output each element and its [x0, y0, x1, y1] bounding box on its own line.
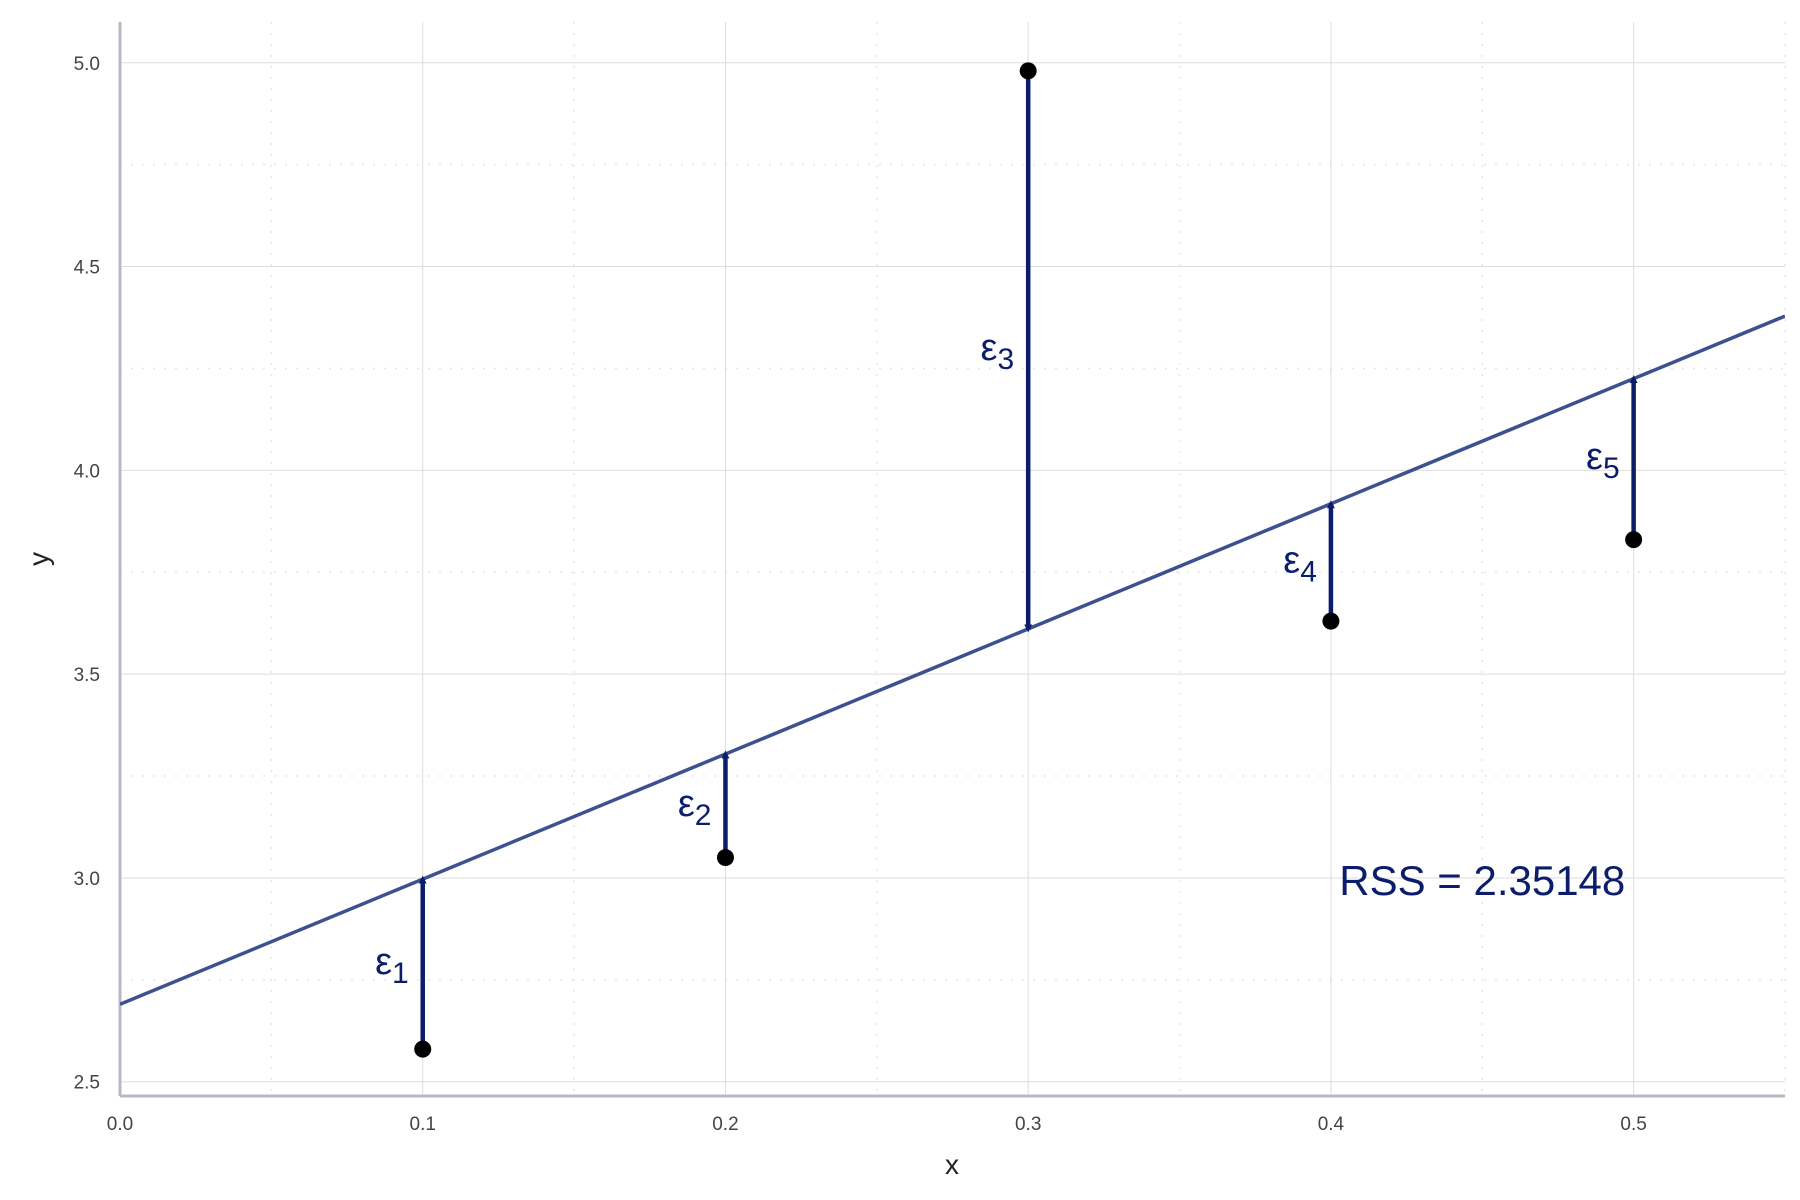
- data-point: [1019, 62, 1037, 80]
- y-tick-label: 3.5: [74, 665, 100, 686]
- residual-label-subscript: 5: [1603, 452, 1620, 485]
- x-tick-label: 0.2: [712, 1114, 738, 1135]
- data-points: [414, 62, 1643, 1058]
- residual-label-subscript: 1: [392, 957, 409, 990]
- residual-labels: ε1 ε2 ε3 ε4 ε5: [375, 327, 1620, 990]
- data-point: [716, 849, 734, 867]
- residual-label: ε5: [1586, 436, 1620, 485]
- x-axis-title: x: [945, 1149, 959, 1180]
- x-tick-label: 0.4: [1318, 1114, 1345, 1135]
- regression-line: [120, 314, 1785, 1006]
- residual-label-subscript: 2: [695, 799, 712, 832]
- rss-annotation: RSS = 2.35148: [1339, 857, 1625, 904]
- data-point: [414, 1040, 432, 1058]
- data-point: [1625, 531, 1643, 549]
- residual-label: ε4: [1283, 539, 1317, 588]
- residual-label-subscript: 3: [997, 343, 1014, 376]
- tick-labels: 0.0 0.1 0.2 0.3 0.4 0.5 2.5 3.0 3.5 4.0 4.5 5.0: [74, 54, 1647, 1135]
- x-tick-label: 0.1: [410, 1114, 436, 1135]
- data-point: [1322, 612, 1340, 630]
- residual-arrows: [418, 70, 1638, 1050]
- axes: [118, 22, 1785, 1098]
- x-tick-label: 0.5: [1620, 1114, 1646, 1135]
- fit-line-group: [120, 314, 1785, 1006]
- residual-label: ε2: [678, 783, 712, 832]
- y-tick-label: 4.5: [74, 258, 100, 279]
- y-tick-label: 2.5: [74, 1073, 100, 1094]
- y-axis-title: y: [23, 552, 54, 566]
- x-tick-label: 0.3: [1015, 1114, 1041, 1135]
- y-tick-label: 3.0: [74, 869, 100, 890]
- minor-gridlines: [120, 22, 1786, 1096]
- y-tick-label: 5.0: [74, 54, 100, 75]
- residual-label-subscript: 4: [1300, 555, 1317, 588]
- major-gridlines: [119, 22, 1785, 1096]
- x-tick-label: 0.0: [107, 1114, 133, 1135]
- residual-label: ε3: [981, 327, 1015, 376]
- y-tick-label: 4.0: [74, 461, 100, 482]
- residual-label: ε1: [375, 941, 409, 990]
